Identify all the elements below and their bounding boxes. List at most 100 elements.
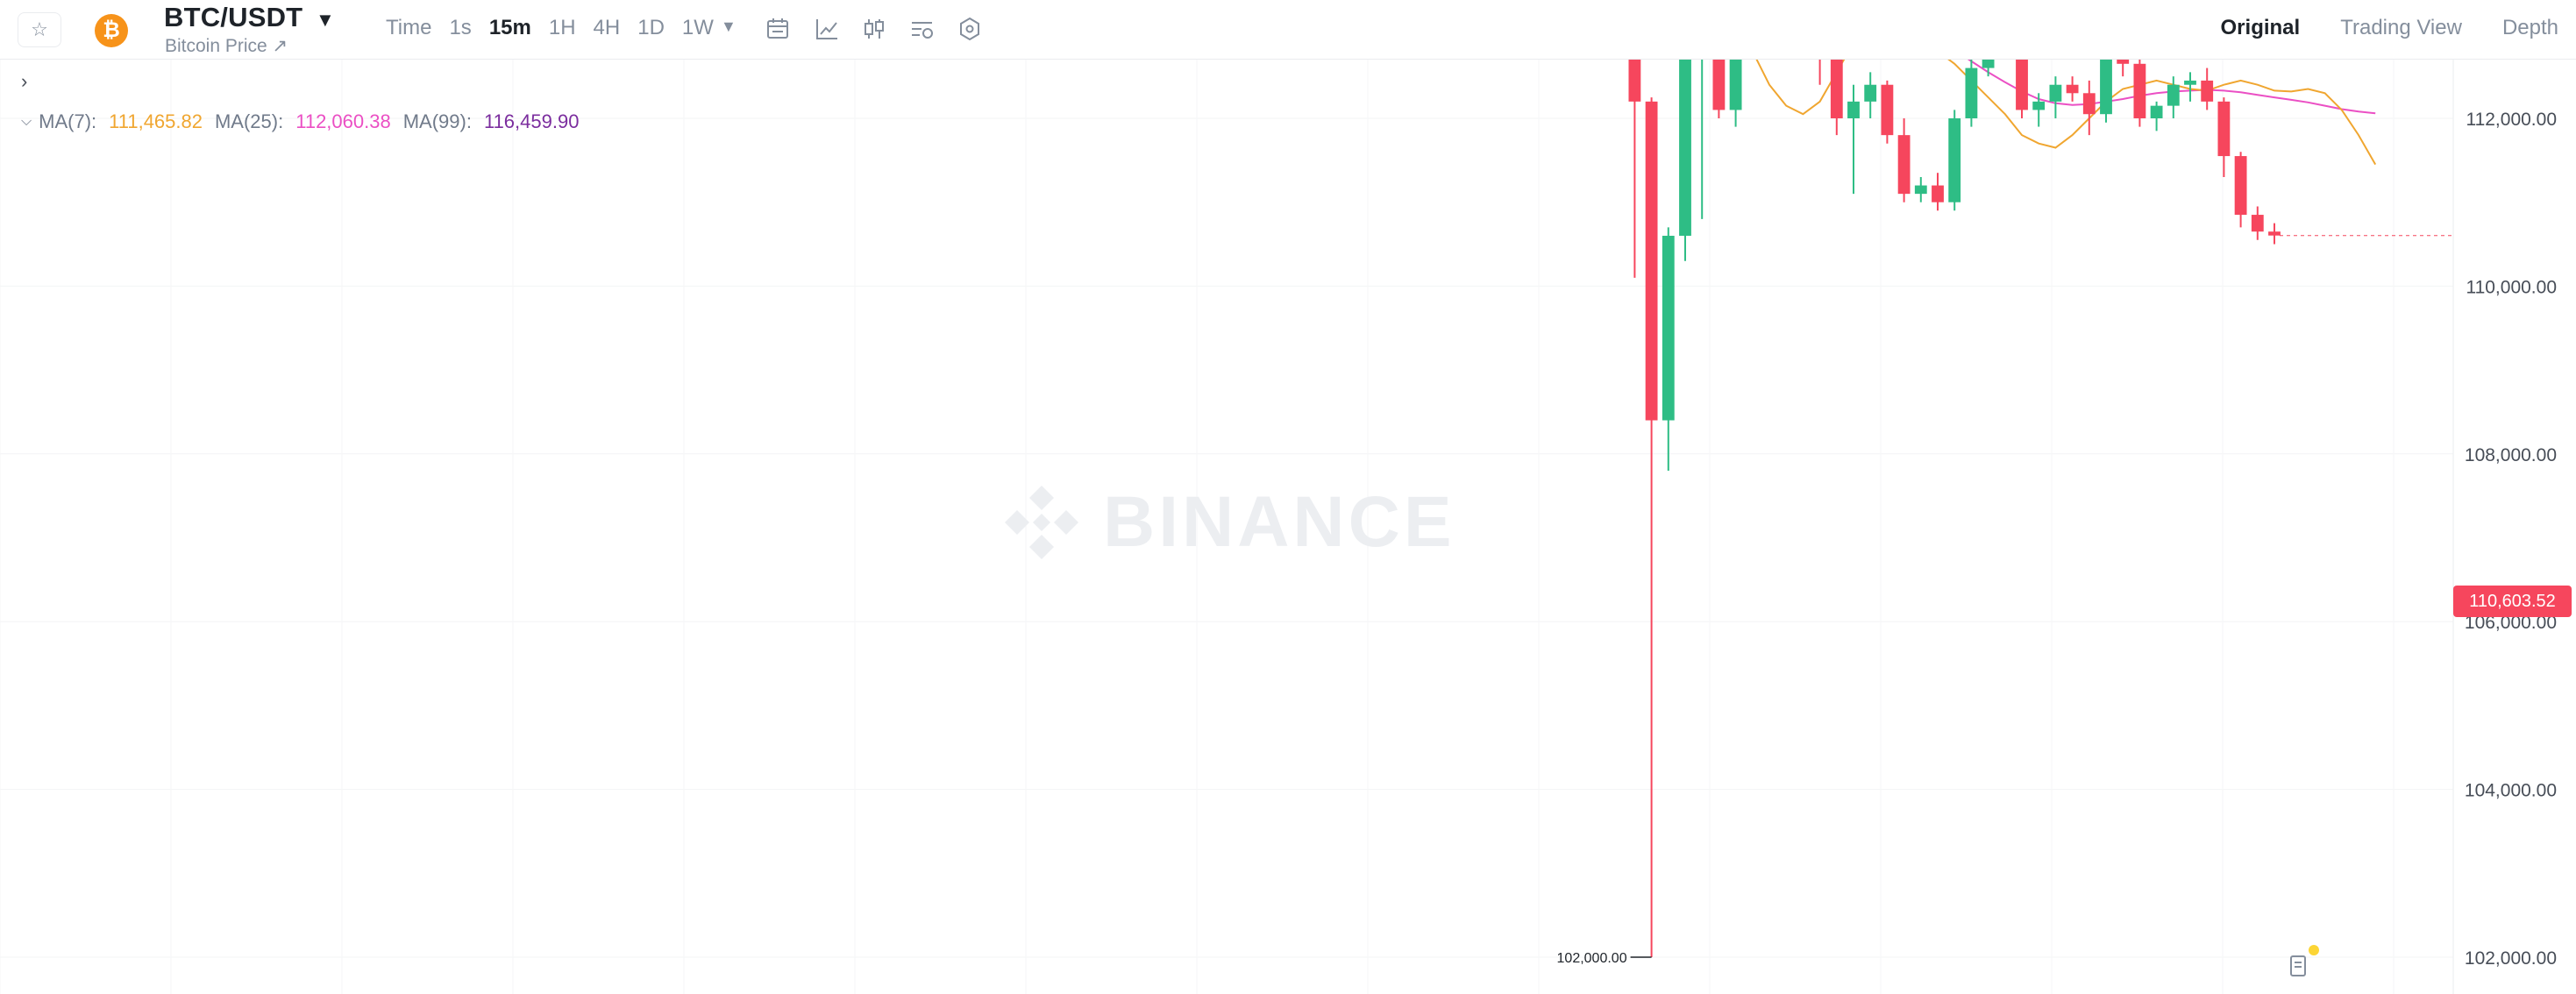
candle xyxy=(1948,110,1961,211)
candle xyxy=(2117,60,2130,77)
candle-body xyxy=(1729,60,1742,110)
hexagon-settings-icon[interactable] xyxy=(957,16,983,42)
candle-body xyxy=(1881,84,1894,136)
ma99-label: MA(99): xyxy=(402,110,472,132)
candle-body xyxy=(2066,84,2079,94)
candle xyxy=(2251,206,2264,240)
ma-lines xyxy=(1755,60,2377,166)
candle xyxy=(2066,76,2079,102)
price-axis: 102,000.00 104,000.00 106,000.00 108,000.00… xyxy=(2452,60,2557,994)
ma25-line xyxy=(1967,60,2376,115)
candle xyxy=(1712,60,1726,118)
candle-body xyxy=(2201,80,2214,102)
interval-1d[interactable]: 1D xyxy=(637,16,665,39)
ma7-value: 111,465.82 xyxy=(109,110,203,132)
interval-1w[interactable]: 1W xyxy=(681,16,714,39)
candle xyxy=(1897,118,1911,202)
current-price-tag: 110,603.52 xyxy=(2453,586,2572,617)
candle-body xyxy=(2032,101,2046,110)
candle-body xyxy=(1897,135,1911,195)
candle xyxy=(1965,60,1978,127)
candle-body xyxy=(2251,215,2264,232)
candle xyxy=(1729,60,1742,127)
notification-dot xyxy=(2309,945,2319,955)
candle xyxy=(1982,60,1995,77)
notes-icon[interactable] xyxy=(2286,954,2310,978)
interval-4h[interactable]: 4H xyxy=(593,16,621,39)
binance-logo-icon xyxy=(1005,486,1078,559)
candle-body xyxy=(1914,185,1927,195)
candle xyxy=(2133,60,2146,127)
candle-body xyxy=(1628,60,1641,102)
binance-watermark: BINANCE xyxy=(1000,480,1455,564)
legend-collapse-icon[interactable]: ⌵ xyxy=(21,114,32,129)
candle xyxy=(1679,60,1691,261)
interval-15m[interactable]: 15m xyxy=(488,16,531,39)
candle-body xyxy=(2133,63,2146,118)
chart-toolbar: ☆ ₿ BTC/USDT ▼ Bitcoin Price ↗ Time 1s 1… xyxy=(0,0,2576,60)
candle-body xyxy=(2268,231,2281,236)
low-price-label: 102,000.00 xyxy=(1557,951,1627,966)
pair-selector[interactable]: BTC/USDT xyxy=(164,2,303,32)
candle xyxy=(1701,60,1704,219)
interval-tabs: Time 1s 15m 1H 4H 1D 1W xyxy=(386,16,731,40)
candle-body xyxy=(2167,84,2180,106)
candle xyxy=(2217,97,2231,177)
candle-body xyxy=(1679,60,1691,236)
candle-body xyxy=(1948,118,1961,202)
view-tab-original[interactable]: Original xyxy=(2220,16,2301,39)
ma99-value: 116,459.90 xyxy=(483,110,580,132)
line-chart-icon[interactable] xyxy=(814,16,840,42)
price-axis-label: 102,000.00 xyxy=(2465,948,2557,969)
candle-body xyxy=(1864,84,1877,102)
candle xyxy=(1847,84,1860,195)
price-axis-label: 108,000.00 xyxy=(2465,445,2557,465)
candle xyxy=(1932,173,1944,211)
ma7-line xyxy=(1755,60,2377,166)
candle xyxy=(1813,60,1826,85)
candle xyxy=(2016,60,2028,118)
calendar-icon[interactable] xyxy=(765,16,791,42)
price-chart[interactable]: 102,000.00 104,000.00 106,000.00 108,000.00… xyxy=(0,60,2576,994)
candle xyxy=(2032,93,2046,127)
candle-body xyxy=(1965,67,1978,118)
candles xyxy=(1628,60,2281,957)
candle-body xyxy=(2100,60,2112,115)
favorite-button[interactable]: ☆ xyxy=(18,12,61,47)
chart-settings-icon[interactable] xyxy=(909,16,936,42)
candle-body xyxy=(1982,60,1995,68)
candle-body xyxy=(2184,80,2196,85)
bitcoin-icon: ₿ xyxy=(95,14,128,47)
candle-body xyxy=(2117,60,2130,64)
candle xyxy=(2184,72,2196,102)
candle-body xyxy=(1662,235,1675,421)
candle xyxy=(2201,67,2214,110)
interval-more-dropdown-icon[interactable]: ▼ xyxy=(721,18,737,35)
view-tabs: Original Trading View Depth xyxy=(2181,16,2558,40)
interval-1h[interactable]: 1H xyxy=(548,16,576,39)
expand-indicators-icon[interactable]: › xyxy=(21,70,28,92)
candle-body xyxy=(2016,60,2028,110)
candlestick-icon[interactable] xyxy=(861,16,887,42)
price-axis-label: 104,000.00 xyxy=(2465,781,2557,801)
candle xyxy=(2082,80,2096,136)
candle-body xyxy=(1830,60,1843,118)
candle-body xyxy=(2217,101,2231,157)
coin-price-link[interactable]: Bitcoin Price ↗ xyxy=(165,36,288,56)
interval-time[interactable]: Time xyxy=(386,16,432,39)
ma-legend: ⌵ MA(7): 111,465.82 MA(25): 112,060.38 M… xyxy=(21,110,591,133)
candle-body xyxy=(2082,93,2096,115)
ma7-label: MA(7): xyxy=(39,110,97,132)
caret-down-icon[interactable]: ▼ xyxy=(316,9,335,31)
candle-body xyxy=(2049,84,2062,102)
candlestick-chart-canvas[interactable]: 102,000.00 104,000.00 106,000.00 108,000.00… xyxy=(0,60,2576,994)
candle-body xyxy=(2150,105,2163,118)
view-tab-trading-view[interactable]: Trading View xyxy=(2340,16,2462,39)
candle xyxy=(1645,97,1658,957)
grid-layer xyxy=(0,60,2453,994)
view-tab-depth[interactable]: Depth xyxy=(2501,16,2558,39)
candle xyxy=(2150,101,2163,131)
star-outline-icon: ☆ xyxy=(31,18,48,40)
interval-1s[interactable]: 1s xyxy=(449,16,472,39)
